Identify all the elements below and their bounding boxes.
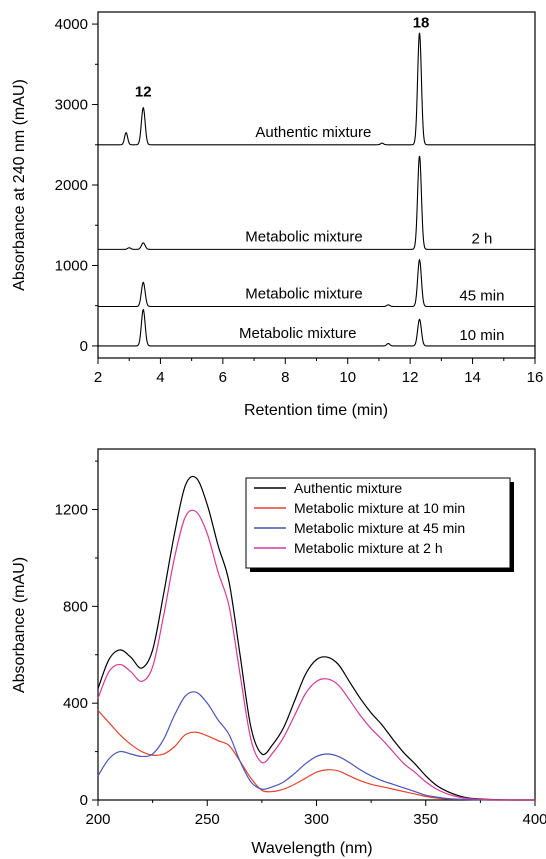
legend-entry: Metabolic mixture at 10 min [294, 500, 465, 516]
legend-box [245, 477, 511, 569]
spectra-y-tick-label: 800 [63, 598, 88, 615]
chromatogram-x-tick-label: 2 [94, 369, 102, 386]
chromatogram-trace-label: Metabolic mixture [245, 228, 363, 245]
chromatogram-peak-label: 18 [413, 14, 430, 31]
spectrum-line [97, 710, 535, 801]
chromatogram-labels: Authentic mixture Metabolic mixture 2 h Met… [135, 14, 505, 344]
spectrum-line [97, 509, 536, 801]
chromatogram-x-tick-label: 6 [219, 369, 227, 386]
chromatogram-trace-label: Authentic mixture [255, 124, 371, 141]
legend-entry: Metabolic mixture at 2 h [294, 540, 443, 556]
chromatogram-trace [98, 155, 535, 250]
chromatogram-x-tick-label: 16 [527, 369, 544, 386]
spectra-x-tick-label: 400 [522, 811, 546, 828]
chromatogram-time-label: 2 h [472, 230, 493, 247]
spectra-y-axis-title: Absorbance (mAU) [11, 557, 28, 693]
spectra-x-tick-label: 350 [413, 811, 438, 828]
spectra-x-tick-label: 250 [195, 811, 220, 828]
chromatogram-y-tick-label: 1000 [55, 257, 88, 274]
chromatogram-x-axis-title: Retention time (min) [244, 402, 388, 419]
chromatogram-ticks: 2 4 6 8 10 12 14 16 0 1000 2000 3000 4000 [55, 16, 544, 386]
chromatogram-chart: 2 4 6 8 10 12 14 16 0 1000 2000 3000 4000 Authentic … [11, 11, 544, 419]
uv-spectra-chart: 200 250 300 350 400 0 400 800 1200 Authentic mix… [11, 448, 546, 857]
chromatogram-trace [98, 308, 535, 347]
spectra-y-tick-label: 1200 [55, 502, 88, 519]
spectrum-line [97, 691, 535, 801]
chromatogram-peak-label: 12 [135, 83, 152, 100]
spectra-x-tick-label: 300 [304, 811, 329, 828]
chromatogram-x-tick-label: 8 [281, 369, 289, 386]
chromatogram-x-tick-label: 4 [156, 369, 164, 386]
spectra-x-tick-label: 200 [85, 811, 110, 828]
chromatogram-x-tick-label: 14 [464, 369, 481, 386]
chromatogram-y-axis-title: Absorbance at 240 nm (mAU) [11, 79, 28, 291]
chromatogram-x-tick-label: 10 [339, 369, 356, 386]
spectrum-line [97, 475, 536, 801]
legend-entry: Authentic mixture [294, 480, 402, 496]
spectra-legend: Authentic mixture Metabolic mixture at 10… [245, 477, 514, 572]
legend-entry: Metabolic mixture at 45 min [294, 520, 465, 536]
spectra-x-axis-title: Wavelength (nm) [251, 840, 372, 857]
chromatogram-trace-label: Metabolic mixture [239, 325, 357, 342]
spectra-y-tick-label: 400 [63, 695, 88, 712]
chromatogram-time-label: 10 min [459, 327, 504, 344]
chromatogram-y-tick-label: 4000 [55, 16, 88, 33]
chromatogram-y-tick-label: 2000 [55, 177, 88, 194]
chromatogram-traces [98, 32, 535, 347]
chromatogram-trace [98, 32, 535, 146]
spectra-y-tick-label: 0 [80, 792, 88, 809]
spectra-lines [97, 475, 536, 801]
chromatogram-time-label: 45 min [459, 288, 504, 305]
chromatogram-y-tick-label: 0 [80, 338, 88, 355]
chromatogram-x-tick-label: 12 [402, 369, 419, 386]
chromatogram-trace-label: Metabolic mixture [245, 286, 363, 303]
chromatogram-trace [98, 258, 535, 308]
chromatogram-y-tick-label: 3000 [55, 97, 88, 114]
spectra-ticks: 200 250 300 350 400 0 400 800 1200 [55, 460, 546, 828]
